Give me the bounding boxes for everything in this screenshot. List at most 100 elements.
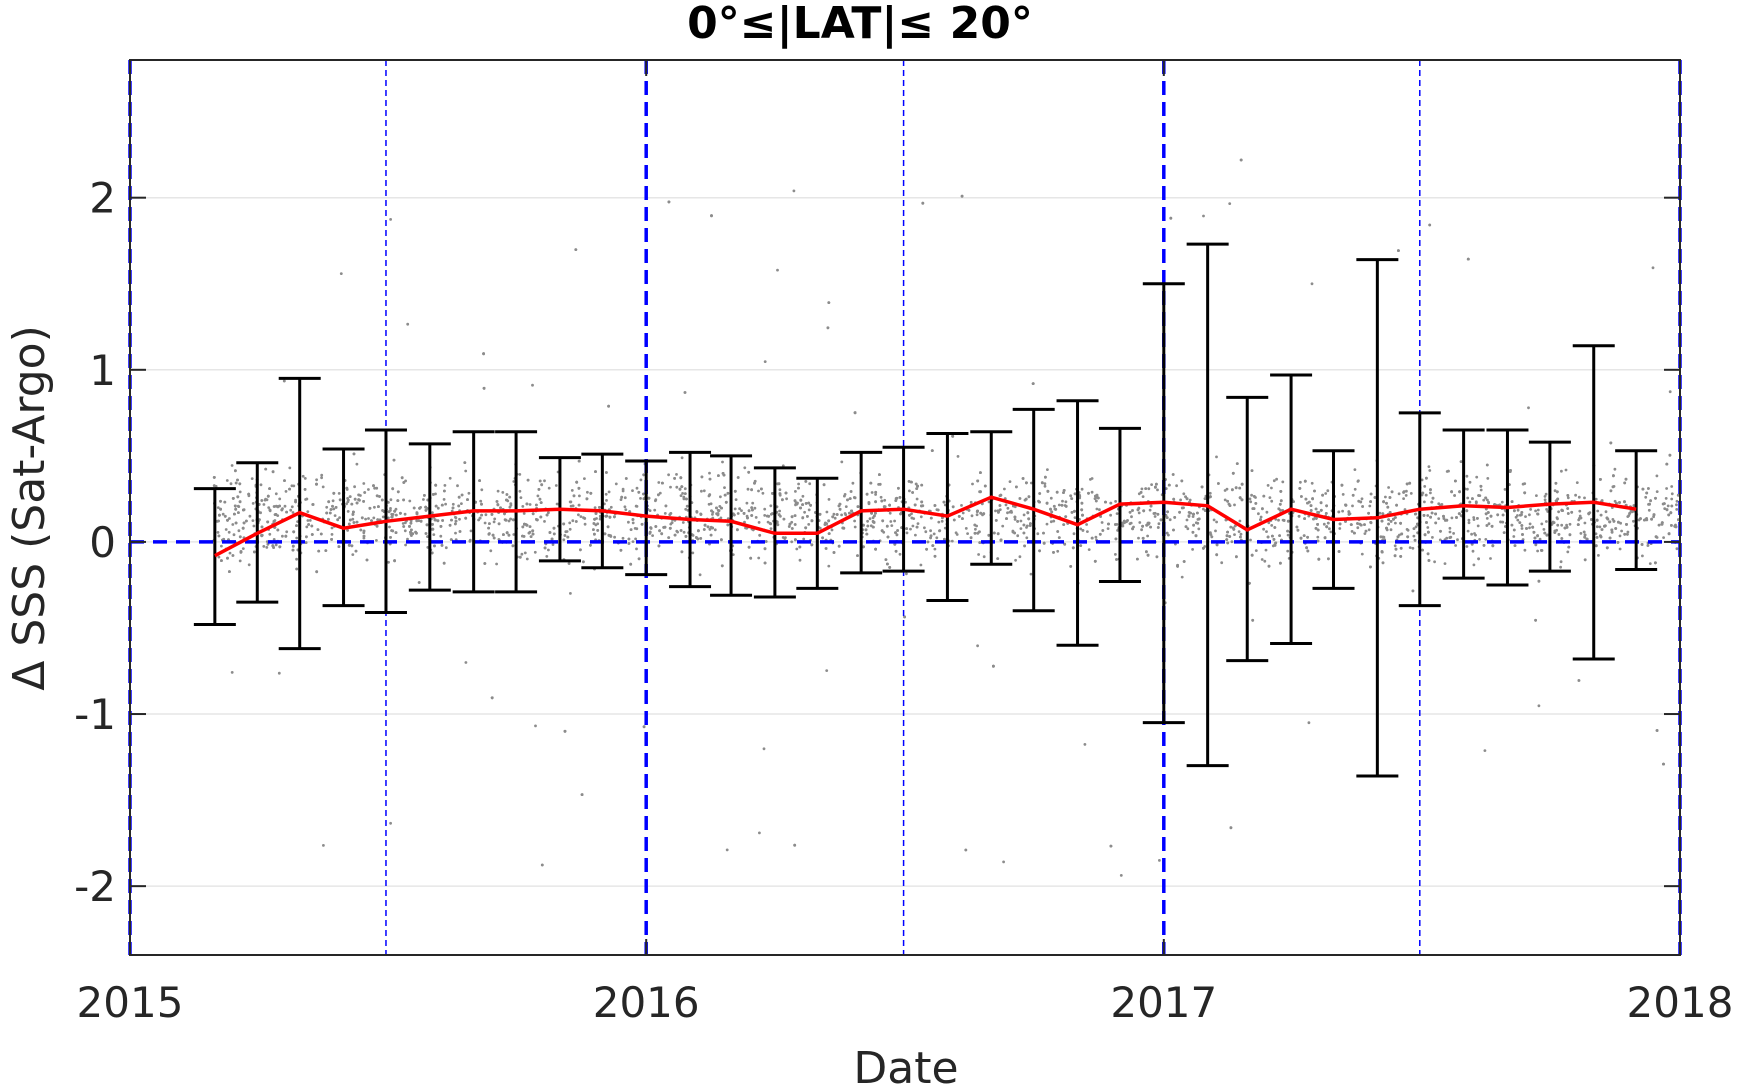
scatter-point xyxy=(1431,536,1434,539)
scatter-point xyxy=(1395,503,1398,507)
scatter-point xyxy=(1235,462,1239,465)
scatter-point xyxy=(1479,484,1483,488)
scatter-point xyxy=(1137,506,1141,510)
scatter-point xyxy=(1554,481,1558,485)
scatter-point xyxy=(1369,492,1373,496)
scatter-point xyxy=(708,471,711,475)
scatter-point xyxy=(669,512,673,515)
scatter-point xyxy=(259,483,263,487)
scatter-point xyxy=(929,529,932,533)
scatter-point xyxy=(960,194,964,198)
scatter-point xyxy=(910,516,914,520)
scatter-point xyxy=(1663,507,1667,510)
scatter-point xyxy=(1279,490,1283,493)
scatter-point xyxy=(720,506,723,510)
scatter-point xyxy=(1121,521,1125,525)
scatter-point xyxy=(1192,523,1195,527)
scatter-point xyxy=(1042,531,1045,535)
scatter-point xyxy=(1536,534,1539,538)
scatter-point xyxy=(607,404,610,408)
scatter-point xyxy=(1639,517,1642,520)
scatter-point xyxy=(1361,505,1364,508)
scatter-point xyxy=(248,514,252,518)
scatter-point xyxy=(865,532,869,536)
scatter-point xyxy=(1437,517,1441,520)
scatter-point xyxy=(746,487,750,491)
scatter-point xyxy=(585,497,589,501)
scatter-point xyxy=(592,522,596,525)
scatter-point xyxy=(322,844,325,847)
scatter-point xyxy=(1147,487,1151,491)
scatter-point xyxy=(478,516,482,520)
scatter-point xyxy=(1384,495,1387,499)
scatter-point xyxy=(589,491,593,495)
scatter-point xyxy=(1351,504,1354,508)
scatter-point xyxy=(853,525,857,529)
scatter-point xyxy=(347,522,351,526)
scatter-point xyxy=(285,510,288,514)
scatter-point xyxy=(1209,495,1212,499)
scatter-point xyxy=(975,513,979,517)
scatter-point xyxy=(540,863,544,867)
scatter-point xyxy=(267,506,271,509)
scatter-point xyxy=(826,326,830,330)
scatter-point xyxy=(1675,503,1678,507)
scatter-point xyxy=(747,509,751,513)
scatter-point xyxy=(1165,531,1169,535)
scatter-point xyxy=(654,498,658,502)
scatter-point xyxy=(564,530,568,534)
scatter-point xyxy=(1303,479,1307,483)
scatter-point xyxy=(1536,549,1539,553)
scatter-point xyxy=(231,554,235,557)
scatter-point xyxy=(718,505,722,508)
scatter-point xyxy=(604,492,608,496)
scatter-point xyxy=(1583,533,1587,537)
scatter-point xyxy=(822,483,826,487)
scatter-point xyxy=(1156,488,1159,492)
scatter-point xyxy=(747,545,751,549)
scatter-point xyxy=(832,551,836,554)
scatter-point xyxy=(216,531,220,534)
scatter-point xyxy=(1313,489,1316,493)
scatter-point xyxy=(1513,544,1517,547)
scatter-point xyxy=(316,528,320,531)
scatter-point xyxy=(894,531,897,534)
scatter-point xyxy=(272,505,276,508)
scatter-point xyxy=(1182,560,1186,563)
scatter-point xyxy=(623,505,627,509)
scatter-point xyxy=(1266,484,1270,487)
scatter-point xyxy=(409,521,413,525)
scatter-point xyxy=(1474,501,1478,505)
scatter-point xyxy=(1259,518,1262,522)
scatter-point xyxy=(882,505,886,509)
scatter-point xyxy=(642,497,646,501)
scatter-point xyxy=(937,520,941,524)
scatter-point xyxy=(519,496,523,499)
scatter-point xyxy=(1387,518,1390,521)
scatter-point xyxy=(1626,530,1630,534)
scatter-point xyxy=(290,484,294,488)
scatter-point xyxy=(1204,509,1207,512)
scatter-point xyxy=(1476,517,1479,520)
scatter-point xyxy=(762,747,766,751)
scatter-point xyxy=(663,525,667,529)
scatter-point xyxy=(734,498,738,501)
scatter-point xyxy=(268,487,271,490)
scatter-point xyxy=(534,724,537,728)
scatter-point xyxy=(1570,510,1574,514)
scatter-point xyxy=(1623,481,1627,485)
scatter-point xyxy=(1670,492,1674,496)
scatter-point xyxy=(848,511,851,515)
scatter-point xyxy=(1214,529,1217,533)
scatter-point xyxy=(673,533,677,537)
scatter-point xyxy=(1525,527,1528,530)
scatter-point xyxy=(1023,544,1026,548)
scatter-point xyxy=(888,511,892,515)
scatter-point xyxy=(1223,489,1227,492)
scatter-point xyxy=(460,502,463,505)
scatter-point xyxy=(1595,536,1599,539)
scatter-point xyxy=(750,514,754,517)
scatter-point xyxy=(1482,544,1486,547)
scatter-point xyxy=(1613,467,1617,471)
